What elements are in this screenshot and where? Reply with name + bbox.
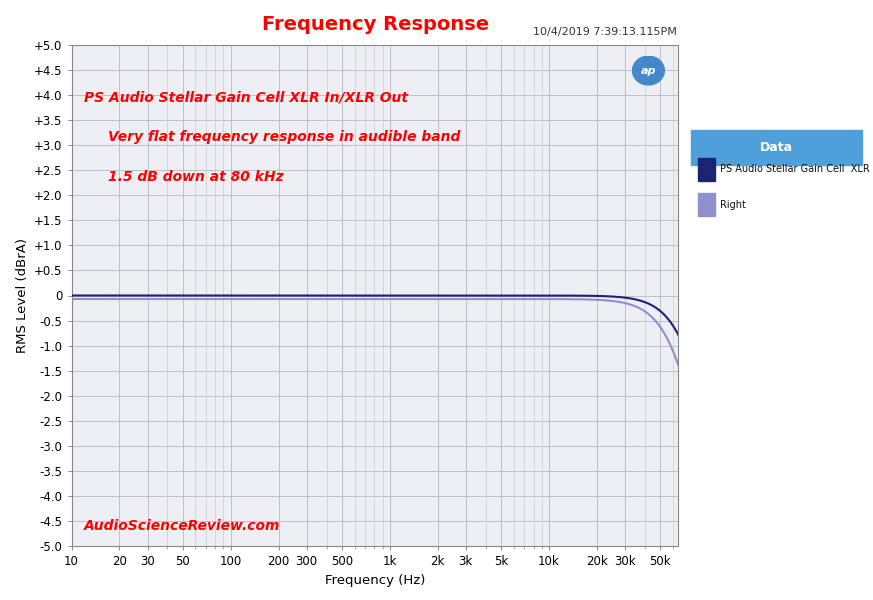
Text: PS Audio Stellar Gain Cell XLR In/XLR Out: PS Audio Stellar Gain Cell XLR In/XLR Ou… <box>84 90 408 104</box>
Text: PS Audio Stellar Gain Cell  XLR In: PS Audio Stellar Gain Cell XLR In <box>720 164 873 174</box>
Text: Frequency Response: Frequency Response <box>262 15 489 34</box>
Text: Very flat frequency response in audible band: Very flat frequency response in audible … <box>108 130 460 144</box>
Bar <box>698 158 715 181</box>
Text: Right: Right <box>720 200 746 210</box>
Text: AudioScienceReview.com: AudioScienceReview.com <box>84 520 280 533</box>
Text: Data: Data <box>760 141 793 154</box>
Text: 1.5 dB down at 80 kHz: 1.5 dB down at 80 kHz <box>108 170 284 184</box>
Y-axis label: RMS Level (dBrA): RMS Level (dBrA) <box>16 238 29 353</box>
Circle shape <box>632 56 664 85</box>
Text: ap: ap <box>641 65 656 76</box>
X-axis label: Frequency (Hz): Frequency (Hz) <box>325 574 425 587</box>
Bar <box>698 193 715 217</box>
Text: 10/4/2019 7:39:13.115PM: 10/4/2019 7:39:13.115PM <box>533 27 677 37</box>
Bar <box>691 130 862 165</box>
